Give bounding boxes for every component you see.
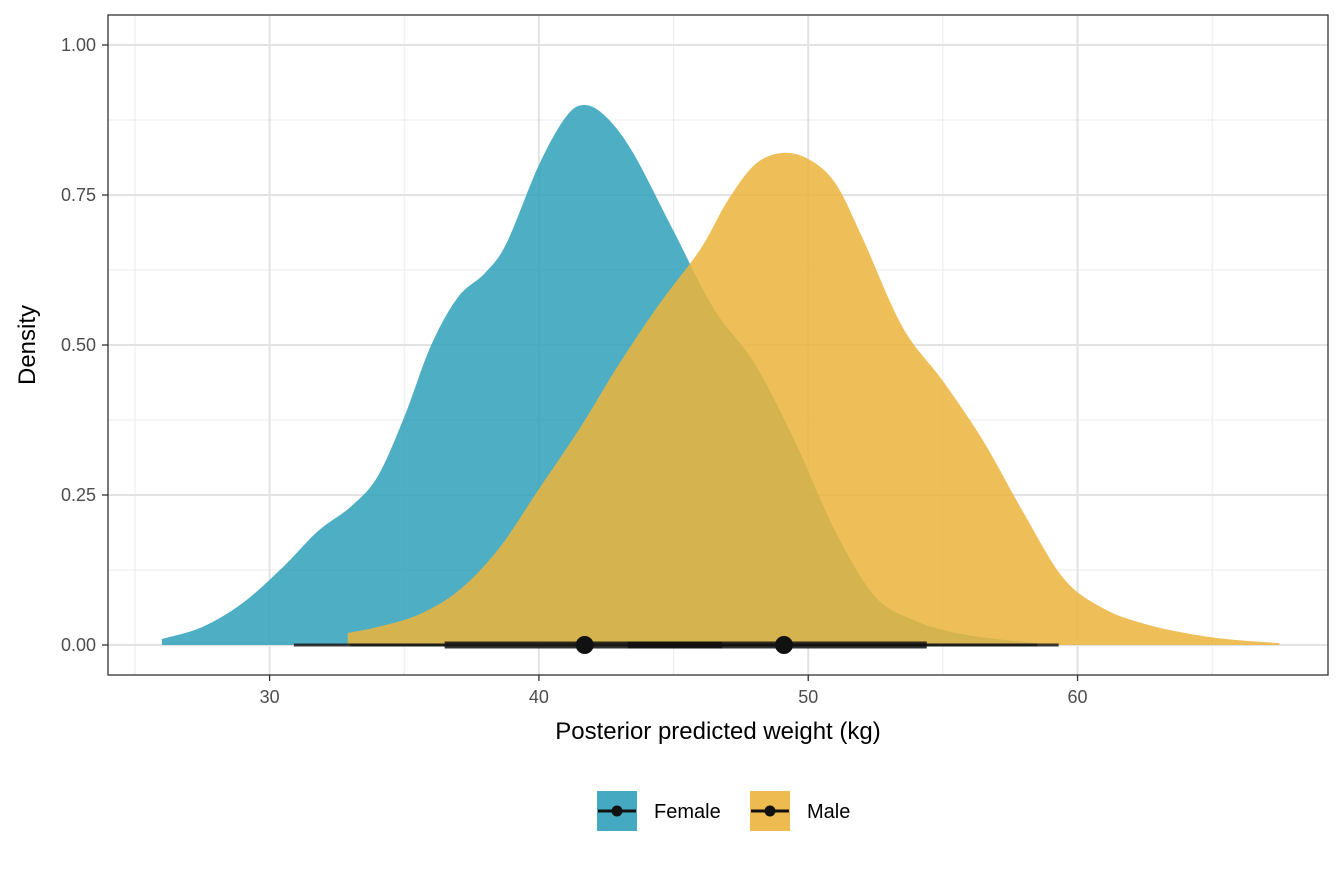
y-tick-label: 0.75 <box>61 185 96 205</box>
x-tick-label: 30 <box>260 687 280 707</box>
y-axis: 0.00 0.25 0.50 0.75 1.00 <box>61 35 108 655</box>
x-axis: 30 40 50 60 <box>260 675 1088 707</box>
legend-label-male: Male <box>807 801 850 823</box>
y-tick-label: 0.00 <box>61 635 96 655</box>
legend-key-point-male <box>764 805 776 817</box>
legend-key-point-female <box>611 805 623 817</box>
median-point-male <box>774 636 793 654</box>
y-axis-title: Density <box>14 305 41 385</box>
legend-label-female: Female <box>654 801 721 823</box>
density-area-male <box>347 152 1280 645</box>
median-point-female <box>575 636 594 654</box>
y-tick-label: 0.50 <box>61 335 96 355</box>
x-axis-title: Posterior predicted weight (kg) <box>555 718 880 745</box>
y-tick-label: 1.00 <box>61 35 96 55</box>
y-tick-label: 0.25 <box>61 485 96 505</box>
x-tick-label: 60 <box>1068 687 1088 707</box>
density-areas <box>161 105 1280 645</box>
interval-layer <box>293 636 1059 654</box>
legend: Female Male <box>597 791 850 831</box>
x-tick-label: 50 <box>798 687 818 707</box>
x-tick-label: 40 <box>529 687 549 707</box>
